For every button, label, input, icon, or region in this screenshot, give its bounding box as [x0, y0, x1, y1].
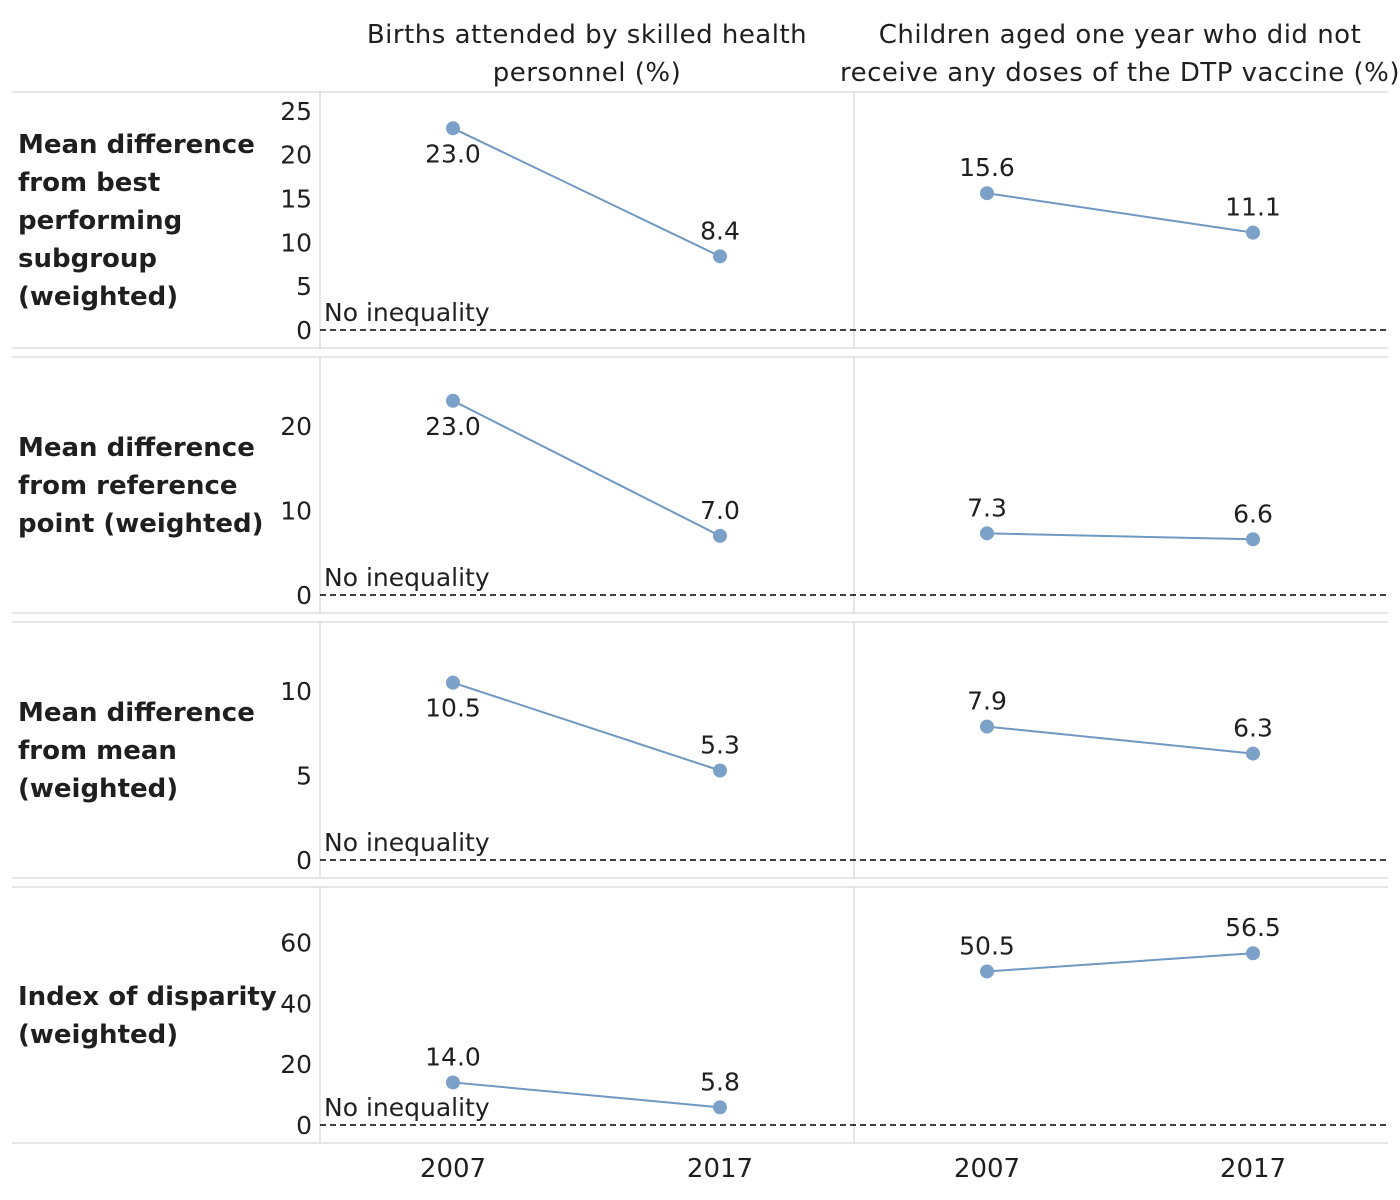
data-point	[980, 719, 994, 734]
data-point	[1246, 946, 1260, 961]
data-point	[1246, 746, 1260, 761]
panels: 0 5 10 15 20 25 No inequality 23.0 8.4 15.6 11.1 0 1…	[12, 91, 1388, 1144]
panel-row-3: 0 5 10 No inequality 10.5 5.3 7.9 6.3	[12, 621, 1388, 879]
row-labels: Mean difference from best performing subgro…	[18, 130, 277, 1050]
panel-row-2: 0 10 20 No inequality 23.0 7.0 7.3 6.6	[12, 356, 1388, 614]
y-tick-label: 0	[296, 316, 312, 345]
panel-r3-c1: 10.5 5.3	[425, 675, 740, 778]
data-label: 23.0	[425, 412, 481, 441]
x-tick-label: 2007	[420, 1154, 486, 1184]
data-label: 23.0	[425, 139, 481, 168]
x-tick-label: 2007	[954, 1154, 1020, 1184]
y-tick-label: 20	[280, 1050, 312, 1079]
data-label: 11.1	[1225, 193, 1281, 222]
panel-row-1: 0 5 10 15 20 25 No inequality 23.0 8.4 15.6 11.1	[12, 91, 1388, 349]
y-tick-label: 0	[296, 581, 312, 610]
series-line	[452, 1081, 721, 1109]
panel-r1-c2: 15.6 11.1	[959, 153, 1281, 240]
data-point	[713, 1100, 727, 1115]
no-inequality-label: No inequality	[324, 563, 490, 592]
series-line	[452, 681, 721, 772]
data-point	[980, 964, 994, 979]
data-label: 7.3	[967, 493, 1007, 522]
no-inequality-label: No inequality	[324, 1093, 490, 1122]
y-tick-label: 10	[280, 497, 312, 526]
data-point	[713, 763, 727, 778]
data-label: 7.9	[967, 687, 1007, 716]
series-line	[986, 725, 1254, 755]
y-tick-label: 5	[296, 272, 312, 301]
data-point	[446, 1075, 460, 1090]
data-label: 6.6	[1233, 499, 1273, 528]
data-point	[446, 393, 460, 408]
y-tick-label: 10	[280, 228, 312, 257]
y-tick-label: 40	[280, 989, 312, 1018]
y-tick-label: 60	[280, 929, 312, 958]
x-tick-label: 2017	[687, 1154, 753, 1184]
data-point	[980, 526, 994, 541]
y-tick-label: 5	[296, 762, 312, 791]
data-label: 14.0	[425, 1042, 481, 1071]
data-label: 6.3	[1233, 714, 1273, 743]
row-label-3: Mean difference from mean (weighted)	[18, 698, 255, 804]
row-label-2: Mean difference from reference point (weig…	[18, 433, 264, 539]
column-title-1: Births attended by skilled health personn…	[367, 20, 807, 88]
data-point	[1246, 532, 1260, 547]
data-point	[713, 528, 727, 543]
data-point	[980, 186, 994, 201]
panel-r3-c2: 7.9 6.3	[967, 687, 1273, 761]
column-titles: Births attended by skilled health personn…	[367, 20, 1400, 88]
data-label: 10.5	[425, 694, 481, 723]
y-tick-label: 25	[280, 97, 312, 126]
data-label: 5.8	[700, 1067, 740, 1096]
panel-r4-c1: 14.0 5.8	[425, 1042, 740, 1115]
no-inequality-label: No inequality	[324, 298, 490, 327]
y-tick-label: 20	[280, 141, 312, 170]
panel-r2-c2: 7.3 6.6	[967, 493, 1273, 547]
panel-r4-c2: 50.5 56.5	[959, 913, 1281, 979]
data-point	[713, 249, 727, 264]
row-label-4: Index of disparity (weighted)	[18, 982, 277, 1050]
data-label: 8.4	[700, 216, 740, 245]
data-label: 5.3	[700, 730, 740, 759]
x-axis: 2007 2017 2007 2017	[420, 1154, 1286, 1184]
row-label-1: Mean difference from best performing subgro…	[18, 130, 255, 312]
y-tick-label: 10	[280, 677, 312, 706]
panel-r1-c1: 23.0 8.4	[425, 121, 740, 264]
no-inequality-label: No inequality	[324, 828, 490, 857]
data-point	[1246, 225, 1260, 240]
series-line	[452, 127, 721, 258]
data-label: 56.5	[1225, 913, 1281, 942]
data-point	[446, 675, 460, 690]
column-title-2: Children aged one year who did not receiv…	[840, 20, 1400, 88]
series-line	[986, 192, 1254, 234]
x-tick-label: 2017	[1220, 1154, 1286, 1184]
panel-row-4: 0 20 40 60 No inequality 14.0 5.8 50.5 56.5	[12, 886, 1388, 1144]
data-point	[446, 121, 460, 136]
series-line	[986, 532, 1254, 541]
data-label: 7.0	[700, 496, 740, 525]
series-line	[986, 952, 1254, 973]
data-label: 50.5	[959, 931, 1015, 960]
y-tick-label: 0	[296, 1111, 312, 1140]
series-line	[452, 399, 721, 537]
data-label: 15.6	[959, 153, 1015, 182]
y-tick-label: 0	[296, 846, 312, 875]
y-tick-label: 20	[280, 412, 312, 441]
panel-r2-c1: 23.0 7.0	[425, 393, 740, 543]
y-tick-label: 15	[280, 184, 312, 213]
